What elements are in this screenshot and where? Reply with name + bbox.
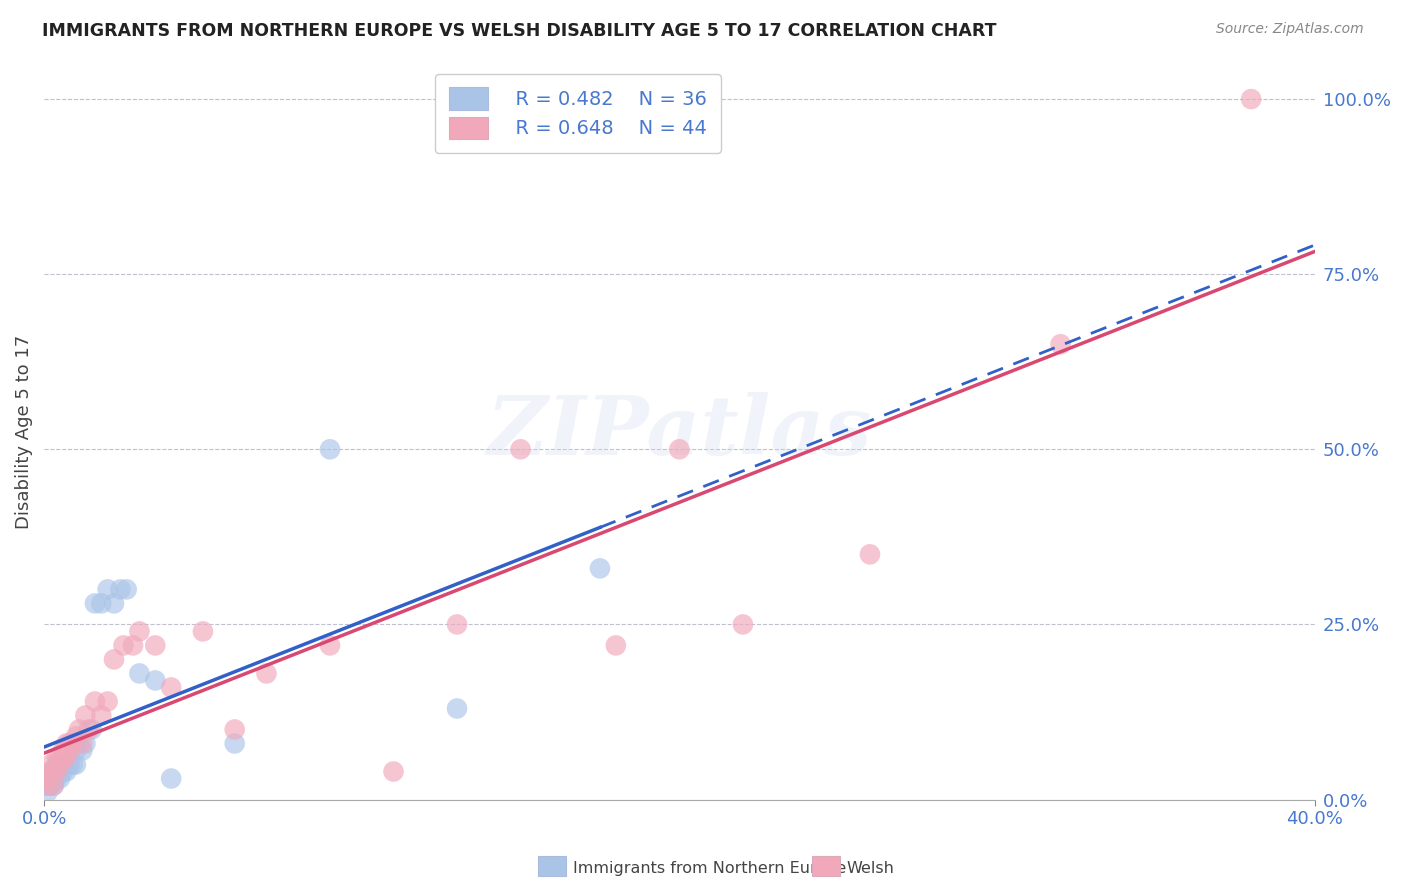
Point bbox=[52, 757, 75, 772]
Point bbox=[58, 743, 80, 757]
Point bbox=[103, 596, 125, 610]
Text: Immigrants from Northern Europe: Immigrants from Northern Europe bbox=[572, 861, 846, 876]
Point bbox=[62, 757, 84, 772]
Point bbox=[143, 673, 166, 688]
Point bbox=[37, 779, 59, 793]
Point bbox=[45, 757, 67, 772]
Point bbox=[382, 764, 405, 779]
Point bbox=[112, 639, 135, 653]
Point bbox=[37, 785, 59, 799]
Point bbox=[45, 750, 67, 764]
Point bbox=[49, 750, 72, 764]
Point bbox=[49, 772, 72, 786]
Point bbox=[67, 737, 90, 751]
Point bbox=[65, 743, 87, 757]
Point bbox=[97, 582, 120, 597]
Point bbox=[90, 708, 112, 723]
Text: ZIPatlas: ZIPatlas bbox=[486, 392, 872, 472]
Point bbox=[1240, 92, 1263, 106]
Point bbox=[45, 764, 67, 779]
Point bbox=[52, 764, 75, 779]
Y-axis label: Disability Age 5 to 17: Disability Age 5 to 17 bbox=[15, 334, 32, 529]
Point bbox=[62, 737, 84, 751]
Point bbox=[65, 730, 87, 744]
Point bbox=[256, 666, 278, 681]
Point bbox=[84, 694, 107, 708]
Point bbox=[191, 624, 214, 639]
Point bbox=[42, 764, 65, 779]
Point bbox=[731, 617, 754, 632]
Point bbox=[446, 617, 468, 632]
Point bbox=[160, 772, 183, 786]
Point bbox=[39, 764, 62, 779]
Legend:   R = 0.482    N = 36,   R = 0.648    N = 44: R = 0.482 N = 36, R = 0.648 N = 44 bbox=[434, 74, 720, 153]
Point bbox=[39, 779, 62, 793]
Point bbox=[80, 723, 103, 737]
Point bbox=[509, 442, 531, 457]
Point bbox=[58, 737, 80, 751]
Point bbox=[42, 772, 65, 786]
Point bbox=[97, 694, 120, 708]
Point bbox=[39, 764, 62, 779]
Text: IMMIGRANTS FROM NORTHERN EUROPE VS WELSH DISABILITY AGE 5 TO 17 CORRELATION CHAR: IMMIGRANTS FROM NORTHERN EUROPE VS WELSH… bbox=[42, 22, 997, 40]
Point bbox=[319, 639, 342, 653]
Point bbox=[103, 652, 125, 666]
Point bbox=[446, 701, 468, 715]
Point bbox=[128, 624, 150, 639]
Point bbox=[115, 582, 138, 597]
Point bbox=[160, 681, 183, 695]
Point bbox=[1049, 337, 1071, 351]
Point bbox=[224, 737, 246, 751]
Point bbox=[75, 708, 97, 723]
Point bbox=[42, 779, 65, 793]
Point bbox=[75, 737, 97, 751]
Point bbox=[49, 764, 72, 779]
Point bbox=[37, 772, 59, 786]
Point bbox=[70, 743, 93, 757]
Text: Source: ZipAtlas.com: Source: ZipAtlas.com bbox=[1216, 22, 1364, 37]
Point bbox=[859, 547, 882, 561]
Point bbox=[39, 779, 62, 793]
Point bbox=[42, 779, 65, 793]
Point bbox=[77, 723, 100, 737]
Point bbox=[128, 666, 150, 681]
Point bbox=[70, 737, 93, 751]
Point bbox=[110, 582, 132, 597]
Point bbox=[122, 639, 145, 653]
Text: Welsh: Welsh bbox=[846, 861, 894, 876]
Point bbox=[49, 757, 72, 772]
Point bbox=[55, 750, 77, 764]
Point bbox=[84, 596, 107, 610]
Point bbox=[605, 639, 627, 653]
Point bbox=[319, 442, 342, 457]
Point bbox=[52, 750, 75, 764]
Point bbox=[55, 737, 77, 751]
Point bbox=[37, 779, 59, 793]
Point bbox=[224, 723, 246, 737]
Point bbox=[39, 757, 62, 772]
Point bbox=[55, 764, 77, 779]
Point bbox=[589, 561, 612, 575]
Point bbox=[143, 639, 166, 653]
Point bbox=[67, 723, 90, 737]
Point bbox=[42, 772, 65, 786]
Point bbox=[668, 442, 690, 457]
Point bbox=[90, 596, 112, 610]
Point bbox=[45, 772, 67, 786]
Point bbox=[52, 743, 75, 757]
Point bbox=[65, 757, 87, 772]
Point bbox=[58, 757, 80, 772]
